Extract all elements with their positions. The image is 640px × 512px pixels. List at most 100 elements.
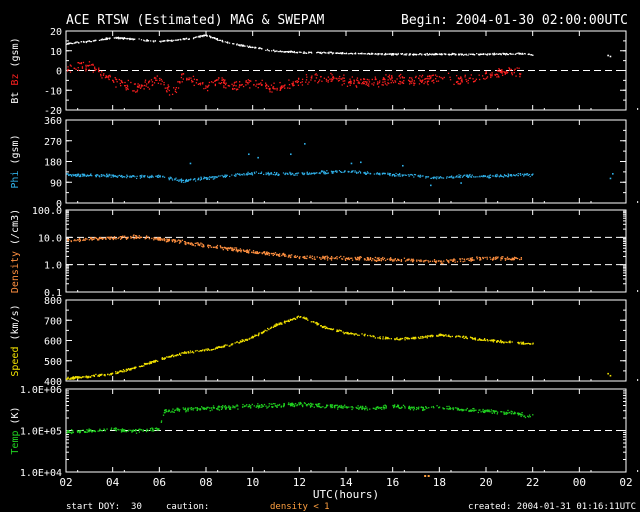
bz-point bbox=[440, 76, 442, 79]
speed-point bbox=[395, 338, 398, 340]
bz-point bbox=[508, 68, 511, 70]
bz-point bbox=[384, 79, 386, 81]
density-point bbox=[125, 237, 127, 239]
temp-point bbox=[118, 429, 120, 431]
density-point bbox=[216, 244, 219, 247]
bt-point bbox=[239, 45, 241, 47]
density-point bbox=[364, 258, 366, 260]
temp-point bbox=[131, 431, 133, 433]
temp-point bbox=[272, 406, 274, 408]
bz-point bbox=[105, 75, 107, 77]
density-point bbox=[134, 235, 137, 237]
bz-point bbox=[197, 83, 200, 86]
bt-point bbox=[349, 53, 351, 55]
bz-point bbox=[125, 89, 127, 91]
bz-point bbox=[255, 85, 257, 87]
phi-point bbox=[294, 173, 297, 175]
temp-point bbox=[217, 408, 219, 411]
bz-point bbox=[142, 85, 144, 87]
temp-point bbox=[374, 408, 377, 410]
phi-point bbox=[141, 174, 143, 176]
speed-point bbox=[339, 329, 342, 332]
bt-point bbox=[227, 41, 229, 43]
phi-point bbox=[275, 173, 278, 175]
temp-point bbox=[255, 406, 257, 408]
bz-point bbox=[265, 82, 267, 84]
density-point bbox=[375, 259, 377, 262]
density-point bbox=[181, 239, 184, 241]
phi-point bbox=[495, 174, 497, 176]
bz-point bbox=[422, 79, 424, 81]
speed-point bbox=[68, 378, 71, 380]
bz-point bbox=[511, 71, 513, 74]
temp-point bbox=[246, 404, 248, 406]
phi-y-axis-label-part: (gsm) bbox=[10, 134, 21, 170]
density-point bbox=[512, 257, 515, 260]
speed-point bbox=[490, 339, 493, 341]
speed-point bbox=[261, 332, 263, 335]
density-point bbox=[467, 258, 469, 260]
bz-point bbox=[279, 89, 281, 92]
bt-point bbox=[183, 38, 186, 40]
density-point bbox=[433, 259, 436, 261]
phi-point bbox=[238, 173, 241, 175]
density-point bbox=[233, 248, 235, 251]
phi-point bbox=[510, 175, 512, 177]
density-point bbox=[520, 258, 523, 260]
phi-point bbox=[308, 173, 310, 175]
temp-point bbox=[209, 410, 211, 412]
bz-point bbox=[191, 79, 193, 82]
bt-point bbox=[429, 53, 431, 56]
phi-point bbox=[211, 176, 213, 178]
bt-point bbox=[512, 53, 514, 55]
temp-point bbox=[206, 406, 208, 409]
x-axis-label: UTC(hours) bbox=[313, 488, 379, 501]
density-point bbox=[110, 236, 112, 238]
speed-point bbox=[411, 337, 413, 340]
phi-point bbox=[411, 174, 414, 176]
bz-point bbox=[248, 81, 250, 83]
bz-point bbox=[152, 84, 154, 86]
bz-point bbox=[268, 88, 271, 91]
speed-point bbox=[373, 335, 375, 338]
temp-point bbox=[278, 404, 280, 407]
phi-point bbox=[414, 174, 417, 176]
temp-point bbox=[299, 403, 301, 405]
phi-point bbox=[310, 173, 312, 175]
bz-point bbox=[223, 86, 225, 89]
phi-point bbox=[407, 174, 409, 176]
x-tick-label: 20 bbox=[479, 476, 492, 489]
speed-point bbox=[395, 338, 397, 340]
x-tick-label: 14 bbox=[339, 476, 353, 489]
density-point bbox=[452, 259, 454, 261]
temp-point bbox=[86, 431, 88, 434]
bz-point bbox=[227, 84, 230, 87]
speed-point bbox=[212, 348, 215, 351]
speed-point bbox=[125, 368, 128, 371]
bz-point bbox=[124, 84, 126, 87]
bt-point bbox=[383, 54, 385, 56]
phi-point bbox=[446, 177, 448, 179]
temp-point bbox=[155, 427, 158, 429]
bt-point bbox=[472, 53, 474, 55]
speed-point bbox=[207, 348, 209, 351]
temp-point bbox=[101, 430, 104, 432]
temp-point bbox=[154, 427, 157, 430]
bz-point bbox=[390, 82, 392, 84]
bz-point bbox=[188, 77, 190, 79]
phi-point bbox=[442, 177, 444, 179]
bz-point bbox=[296, 81, 299, 84]
temp-point bbox=[203, 407, 205, 409]
phi-point bbox=[359, 172, 362, 174]
bt-point bbox=[241, 45, 243, 47]
phi-point bbox=[481, 175, 483, 177]
phi-point bbox=[341, 171, 343, 173]
density-point bbox=[466, 258, 468, 260]
speed-point bbox=[184, 351, 186, 353]
density-point bbox=[442, 262, 444, 265]
phi-point bbox=[475, 176, 477, 178]
density-point bbox=[495, 258, 497, 260]
bz-point bbox=[127, 79, 129, 82]
density-point bbox=[234, 247, 236, 249]
temp-point bbox=[165, 409, 167, 411]
